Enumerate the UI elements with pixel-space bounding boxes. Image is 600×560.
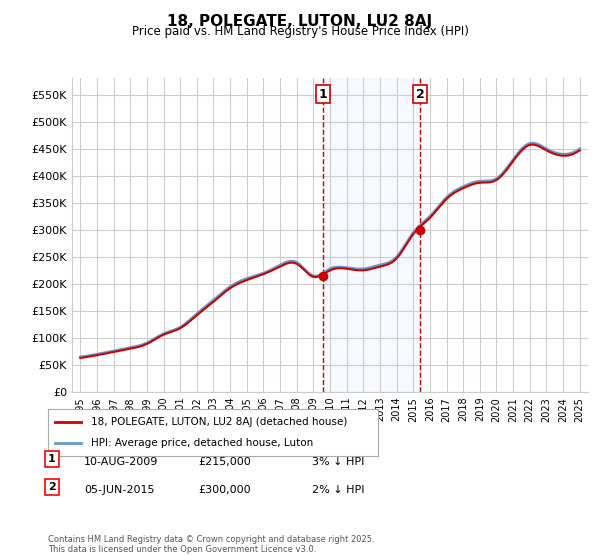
- Text: HPI: Average price, detached house, Luton: HPI: Average price, detached house, Luto…: [91, 438, 313, 448]
- Text: £215,000: £215,000: [198, 457, 251, 467]
- Text: 2: 2: [48, 482, 56, 492]
- Text: 1: 1: [48, 454, 56, 464]
- Bar: [323, 78, 420, 392]
- Text: £300,000: £300,000: [198, 485, 251, 495]
- Text: 05-JUN-2015: 05-JUN-2015: [84, 485, 155, 495]
- Text: 2% ↓ HPI: 2% ↓ HPI: [312, 485, 365, 495]
- Text: 18, POLEGATE, LUTON, LU2 8AJ (detached house): 18, POLEGATE, LUTON, LU2 8AJ (detached h…: [91, 417, 347, 427]
- Text: 18, POLEGATE, LUTON, LU2 8AJ: 18, POLEGATE, LUTON, LU2 8AJ: [167, 14, 433, 29]
- Text: Price paid vs. HM Land Registry's House Price Index (HPI): Price paid vs. HM Land Registry's House …: [131, 25, 469, 38]
- Text: 2: 2: [416, 88, 424, 101]
- Text: 1: 1: [319, 88, 328, 101]
- Text: Contains HM Land Registry data © Crown copyright and database right 2025.
This d: Contains HM Land Registry data © Crown c…: [48, 535, 374, 554]
- Text: 10-AUG-2009: 10-AUG-2009: [84, 457, 158, 467]
- Text: 3% ↓ HPI: 3% ↓ HPI: [312, 457, 364, 467]
